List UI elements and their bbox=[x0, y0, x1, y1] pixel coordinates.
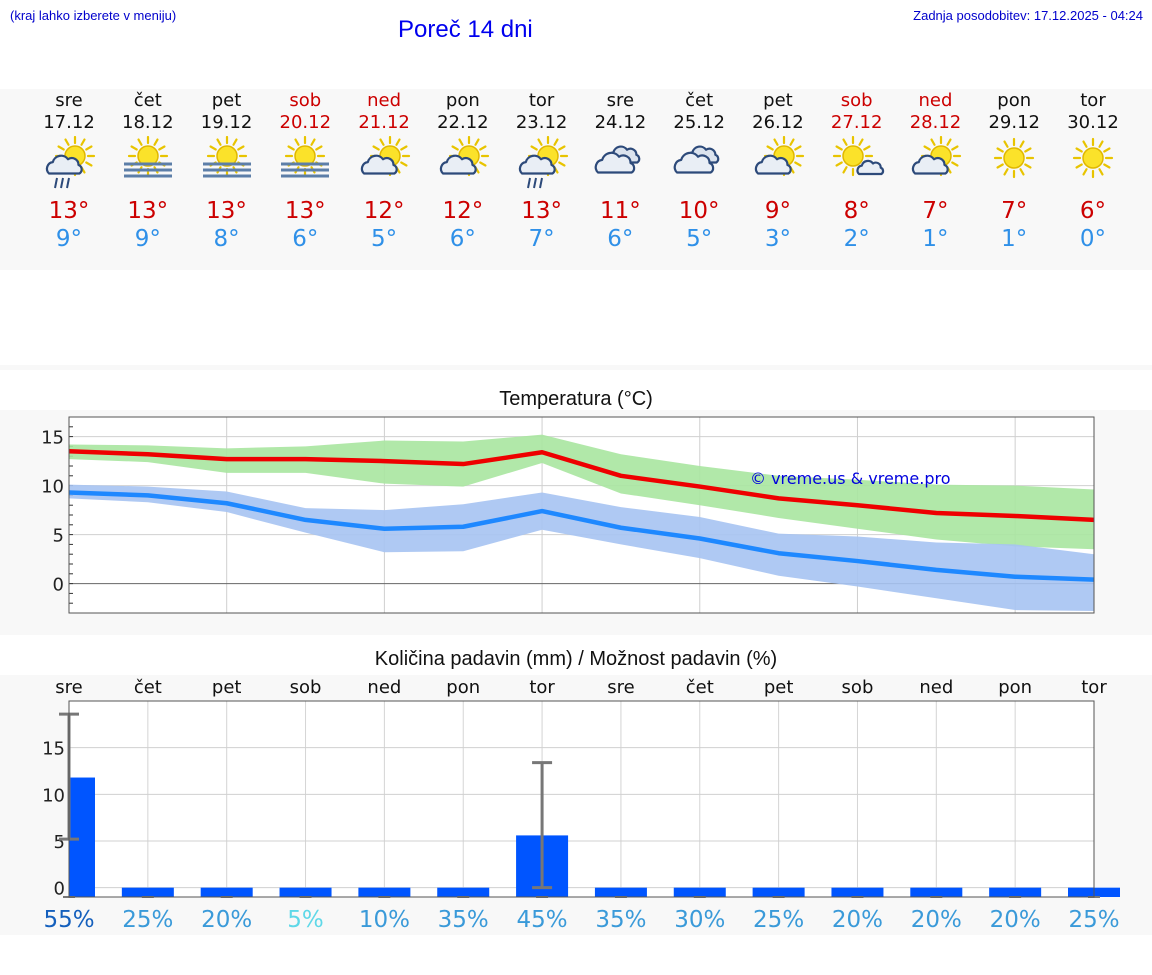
min-temp: 1° bbox=[922, 226, 949, 252]
day-date: 22.12 bbox=[437, 112, 489, 133]
max-temp: 12° bbox=[442, 198, 484, 224]
day-date: 29.12 bbox=[988, 112, 1040, 133]
day-date: 25.12 bbox=[673, 112, 725, 133]
min-temp: 5° bbox=[686, 226, 713, 252]
sun-icon bbox=[1072, 137, 1114, 179]
day-name: tor bbox=[1080, 90, 1106, 111]
day-date: 30.12 bbox=[1067, 112, 1119, 133]
min-temp: 2° bbox=[843, 226, 870, 252]
day-date: 21.12 bbox=[358, 112, 410, 133]
min-temp: 6° bbox=[449, 226, 476, 252]
sun-fog-icon bbox=[281, 136, 330, 178]
day-name: čet bbox=[685, 90, 714, 111]
day-name: sre bbox=[606, 90, 635, 111]
max-temp: 13° bbox=[48, 198, 90, 224]
sun-cloud-icon bbox=[361, 136, 411, 177]
max-temp: 13° bbox=[521, 198, 562, 224]
page-title: Poreč 14 dni bbox=[398, 16, 533, 43]
min-temp: 5° bbox=[371, 226, 398, 252]
empty-band bbox=[0, 365, 1152, 370]
day-date: 27.12 bbox=[830, 112, 883, 133]
temperature-chart-title: Temperatura (°C) bbox=[499, 388, 653, 410]
temperature-band bbox=[0, 410, 1152, 635]
min-temp: 3° bbox=[764, 226, 791, 252]
min-temp: 8° bbox=[213, 226, 240, 252]
sun-fog-icon bbox=[202, 136, 251, 178]
day-date: 26.12 bbox=[752, 112, 804, 133]
max-temp: 9° bbox=[764, 198, 791, 224]
day-name: pet bbox=[763, 90, 793, 111]
sun-cloud-rain-icon bbox=[518, 136, 568, 189]
day-name: sre bbox=[55, 90, 83, 111]
min-temp: 6° bbox=[292, 226, 319, 252]
min-temp: 9° bbox=[134, 226, 161, 252]
max-temp: 13° bbox=[284, 198, 326, 224]
day-date: 23.12 bbox=[515, 112, 568, 133]
sun-cloud-icon bbox=[754, 136, 805, 177]
sun-cloud-rain-icon bbox=[45, 136, 96, 189]
sun-cloud-icon bbox=[912, 136, 962, 177]
day-name: pon bbox=[997, 90, 1032, 111]
min-temp: 6° bbox=[607, 226, 634, 252]
day-date: 20.12 bbox=[279, 112, 332, 133]
day-date: 19.12 bbox=[200, 112, 253, 133]
min-temp: 9° bbox=[55, 226, 83, 252]
precip-band bbox=[0, 675, 1152, 935]
max-temp: 13° bbox=[127, 198, 169, 224]
day-name: sob bbox=[840, 90, 873, 111]
forecast-band bbox=[0, 89, 1152, 270]
day-name: ned bbox=[918, 90, 953, 111]
menu-note: (kraj lahko izberete v meniju) bbox=[10, 8, 177, 23]
max-temp: 6° bbox=[1079, 198, 1107, 224]
day-date: 28.12 bbox=[909, 112, 962, 133]
day-date: 17.12 bbox=[43, 112, 95, 133]
max-temp: 11° bbox=[599, 198, 641, 224]
min-temp: 0° bbox=[1079, 226, 1107, 252]
day-date: 18.12 bbox=[122, 112, 174, 133]
day-date: 24.12 bbox=[594, 112, 647, 133]
max-temp: 13° bbox=[206, 198, 247, 224]
max-temp: 10° bbox=[678, 198, 720, 224]
cloudy-icon bbox=[595, 145, 641, 174]
day-name: ned bbox=[367, 90, 402, 111]
precip-chart-title: Količina padavin (mm) / Možnost padavin … bbox=[374, 648, 778, 670]
max-temp: 8° bbox=[843, 198, 870, 224]
last-update: Zadnja posodobitev: 17.12.2025 - 04:24 bbox=[913, 8, 1143, 23]
day-name: čet bbox=[133, 90, 162, 111]
min-temp: 7° bbox=[528, 226, 555, 252]
sun-icon bbox=[994, 137, 1035, 179]
day-name: sob bbox=[289, 90, 322, 111]
cloudy-icon bbox=[673, 145, 720, 174]
max-temp: 7° bbox=[922, 198, 949, 224]
min-temp: 1° bbox=[1001, 226, 1028, 252]
sun-small-cloud-icon bbox=[832, 136, 884, 177]
day-name: pet bbox=[211, 90, 242, 111]
max-temp: 12° bbox=[363, 198, 405, 224]
day-name: pon bbox=[445, 90, 480, 111]
max-temp: 7° bbox=[1001, 198, 1028, 224]
sun-fog-icon bbox=[123, 136, 172, 178]
sun-cloud-icon bbox=[439, 136, 489, 177]
day-name: tor bbox=[528, 90, 555, 111]
